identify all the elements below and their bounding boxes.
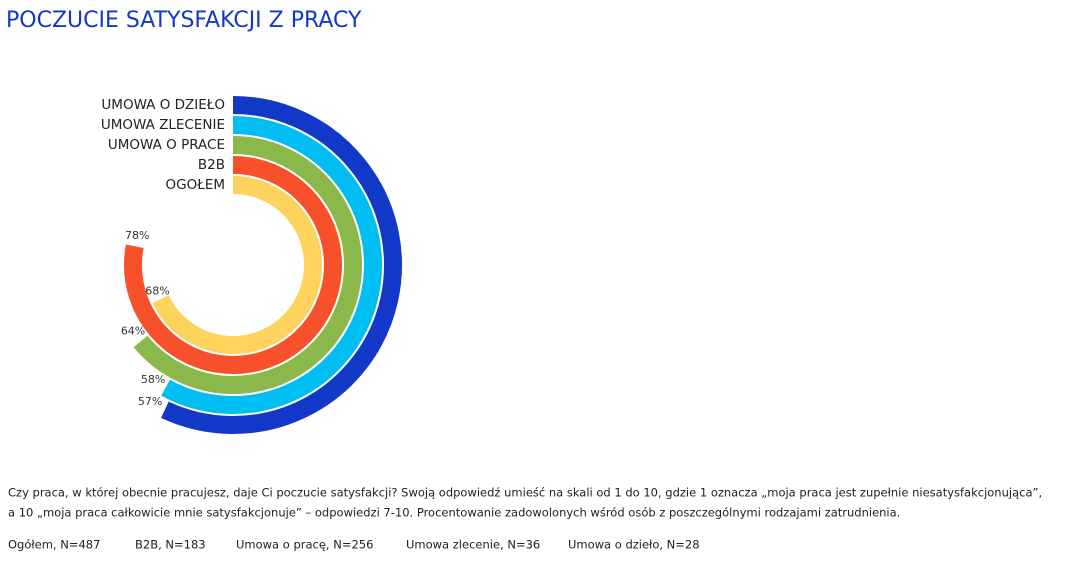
legend-label: UMOWA O DZIEŁO: [101, 97, 225, 113]
sample-size: B2B, N=183: [135, 538, 206, 552]
legend-label: UMOWA ZLECENIE: [101, 117, 225, 133]
radial-bar: [161, 116, 382, 414]
legend-label: UMOWA O PRACE: [108, 137, 225, 153]
legend-label: B2B: [198, 157, 225, 173]
legend-label: OGOŁEM: [166, 177, 225, 193]
value-label: 68%: [145, 284, 169, 297]
sample-size: Umowa o dzieło, N=28: [568, 538, 700, 552]
sample-size: Umowa zlecenie, N=36: [406, 538, 540, 552]
radial-bar: [133, 136, 362, 394]
radial-bar: [124, 156, 342, 374]
chart-title: POCZUCIE SATYSFAKCJI Z PRACY: [6, 8, 362, 33]
value-label: 78%: [125, 229, 149, 242]
value-label: 58%: [141, 373, 165, 386]
radial-bar: [161, 96, 402, 434]
sample-size: Umowa o pracę, N=256: [236, 538, 373, 552]
sample-size: Ogółem, N=487: [8, 538, 100, 552]
radial-bar: [152, 176, 322, 354]
footer-note: Czy praca, w której obecnie pracujesz, d…: [8, 486, 1042, 500]
footer-note: a 10 „moja praca całkowicie mnie satysfa…: [8, 506, 900, 520]
value-label: 64%: [121, 324, 145, 337]
value-label: 57%: [138, 395, 162, 408]
